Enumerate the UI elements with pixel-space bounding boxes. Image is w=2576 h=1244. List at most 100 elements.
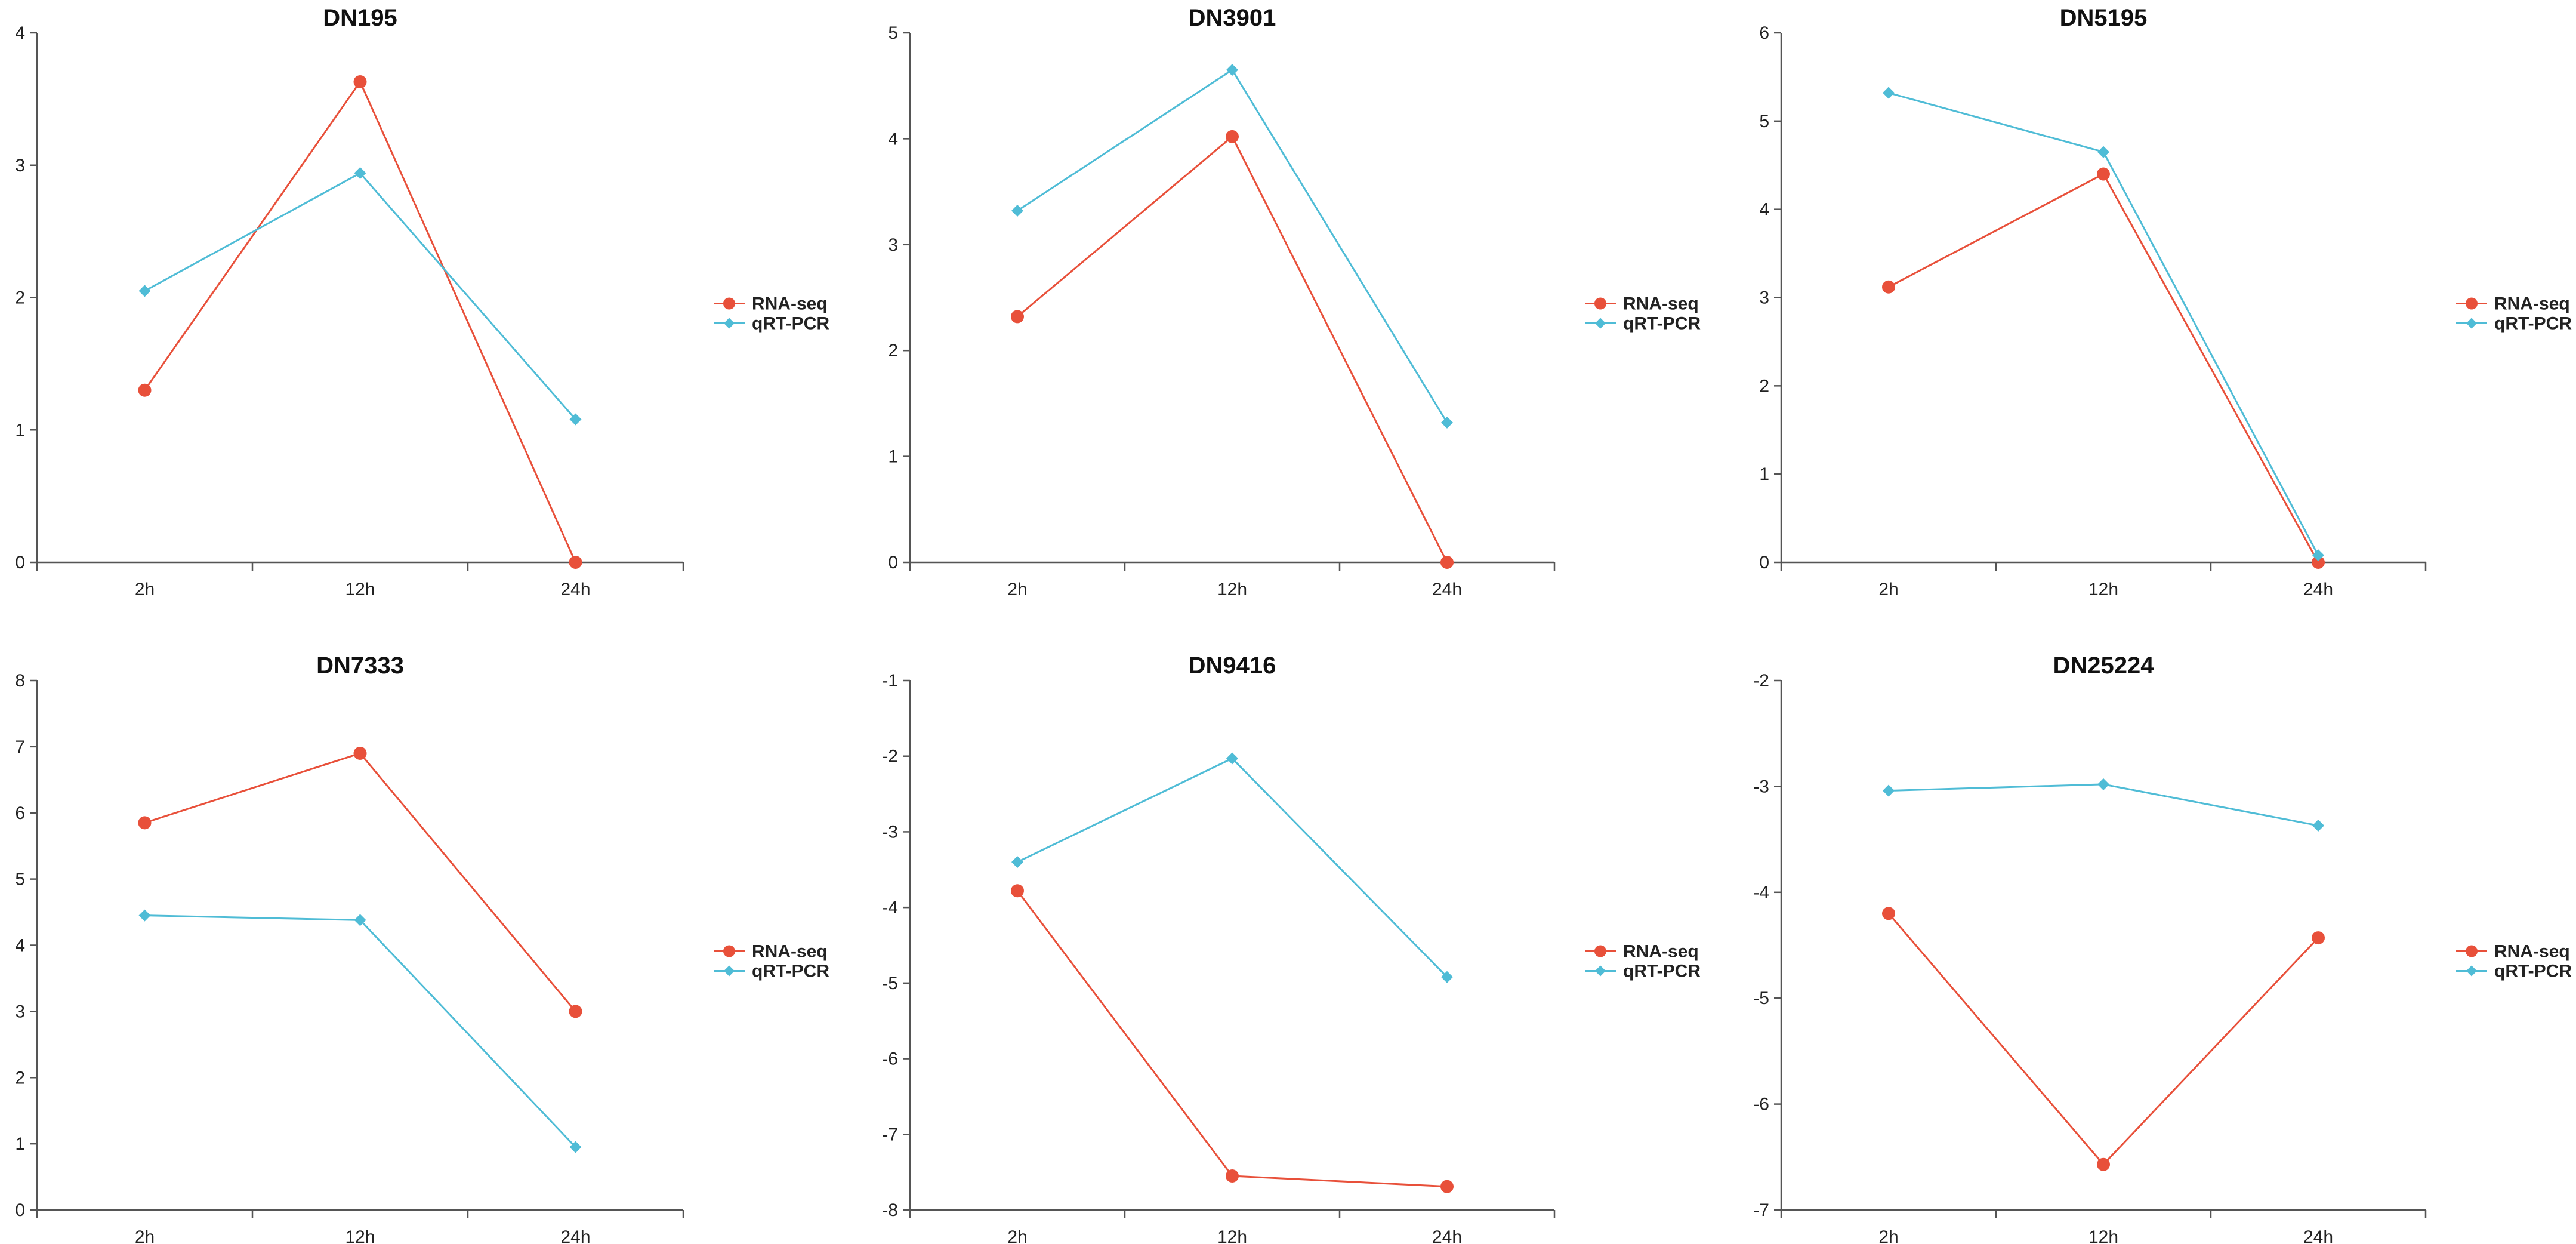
data-point-qrt-pcr [2312,549,2324,562]
series-line-qrt-pcr [1017,757,1448,978]
y-tick-label: 2 [888,341,898,361]
y-tick-label: -8 [882,1200,898,1220]
series-line-rna-seq [144,752,576,1012]
data-point-rna-seq [1011,884,1024,898]
data-point-qrt-pcr [1883,87,1895,99]
y-tick-label: -3 [882,822,898,842]
y-tick-label: 8 [15,671,25,691]
series-line-rna-seq [1017,135,1448,563]
data-point-rna-seq [569,556,582,569]
x-tick-label: 2h [1878,1227,1898,1244]
data-point-rna-seq [2312,931,2325,945]
x-tick-label: 24h [1432,1227,1462,1244]
y-tick-label: -3 [1753,777,1769,796]
data-point-rna-seq [353,75,367,89]
y-tick-label: 4 [888,129,898,149]
data-point-qrt-pcr [569,413,582,426]
series-line-qrt-pcr [1888,92,2319,556]
chart-title: DN3901 [1189,5,1276,31]
y-tick-label: -4 [882,898,898,917]
legend-marker-circle [2466,945,2478,957]
x-tick-label: 12h [2088,1227,2118,1244]
data-point-rna-seq [2097,167,2110,181]
legend-marker-circle [2466,297,2478,310]
y-tick-label: 3 [15,1002,25,1021]
data-point-rna-seq [1226,1169,1239,1183]
x-tick-label: 2h [1007,1227,1027,1244]
y-tick-label: 4 [15,23,25,43]
data-point-rna-seq [1440,1180,1454,1193]
y-tick-label: 0 [15,553,25,572]
data-point-qrt-pcr [2097,146,2109,158]
y-tick-label: 5 [1759,112,1769,131]
y-tick-label: 5 [15,870,25,889]
chart-title: DN9416 [1189,652,1276,679]
legend-label: RNA-seq [752,942,828,962]
legend-label: qRT-PCR [2494,962,2572,981]
y-tick-label: 0 [1759,553,1769,572]
legend-marker-circle [723,297,735,310]
data-point-rna-seq [1011,310,1024,324]
x-tick-label: 12h [2088,580,2118,599]
y-tick-label: 2 [15,288,25,308]
y-tick-label: 1 [1759,464,1769,484]
legend-marker-circle [723,945,735,957]
data-point-qrt-pcr [1226,64,1238,76]
series-line-qrt-pcr [1017,68,1448,423]
legend-label: RNA-seq [1623,294,1699,314]
chart-panel-dn9416: DN9416 -8 -7 -6 -5 -4 -3 -2 -1 2h 12h 24h RNA-seqqRT… [882,652,1701,1244]
legend-marker-diamond [724,318,735,329]
data-point-rna-seq [353,746,367,760]
y-tick-label: 1 [888,447,898,467]
legend-label: qRT-PCR [1623,962,1701,981]
legend-marker-circle [1594,297,1606,310]
y-tick-label: 3 [1759,288,1769,308]
y-tick-label: -2 [1753,671,1769,691]
data-point-rna-seq [138,816,152,830]
data-point-qrt-pcr [1011,205,1023,217]
legend-marker-diamond [724,965,735,977]
y-tick-label: 6 [15,803,25,823]
data-point-qrt-pcr [1441,971,1453,983]
legend-marker-diamond [1595,965,1606,977]
y-tick-label: 6 [1759,23,1769,43]
legend-marker-diamond [2466,965,2477,977]
series-line-rna-seq [1016,890,1448,1188]
series-line-rna-seq [1887,913,2319,1166]
legend-label: RNA-seq [2494,942,2570,962]
y-tick-label: 0 [888,553,898,572]
data-point-qrt-pcr [354,914,366,926]
data-point-qrt-pcr [569,1141,582,1153]
y-tick-label: 4 [1759,200,1769,220]
data-point-rna-seq [1882,907,1895,920]
y-tick-label: 1 [15,1134,25,1154]
x-tick-label: 24h [560,1227,590,1244]
legend-label: qRT-PCR [752,962,829,981]
chart-title: DN195 [323,5,397,31]
legend-marker-diamond [1595,318,1606,329]
chart-title: DN7333 [316,652,404,679]
x-tick-label: 12h [1217,1227,1247,1244]
y-tick-label: -7 [882,1125,898,1144]
y-tick-label: 1 [15,420,25,440]
data-point-qrt-pcr [2312,820,2324,832]
y-tick-label: -6 [1753,1095,1769,1114]
series-line-qrt-pcr [144,914,576,1148]
x-tick-label: 2h [1007,580,1027,599]
data-point-qrt-pcr [1226,752,1238,765]
y-tick-label: 2 [1759,376,1769,396]
x-tick-label: 12h [345,580,375,599]
data-point-qrt-pcr [1441,416,1453,429]
y-tick-label: 4 [15,936,25,956]
data-point-qrt-pcr [138,909,151,922]
y-tick-label: -5 [882,974,898,993]
y-tick-label: 2 [15,1068,25,1088]
